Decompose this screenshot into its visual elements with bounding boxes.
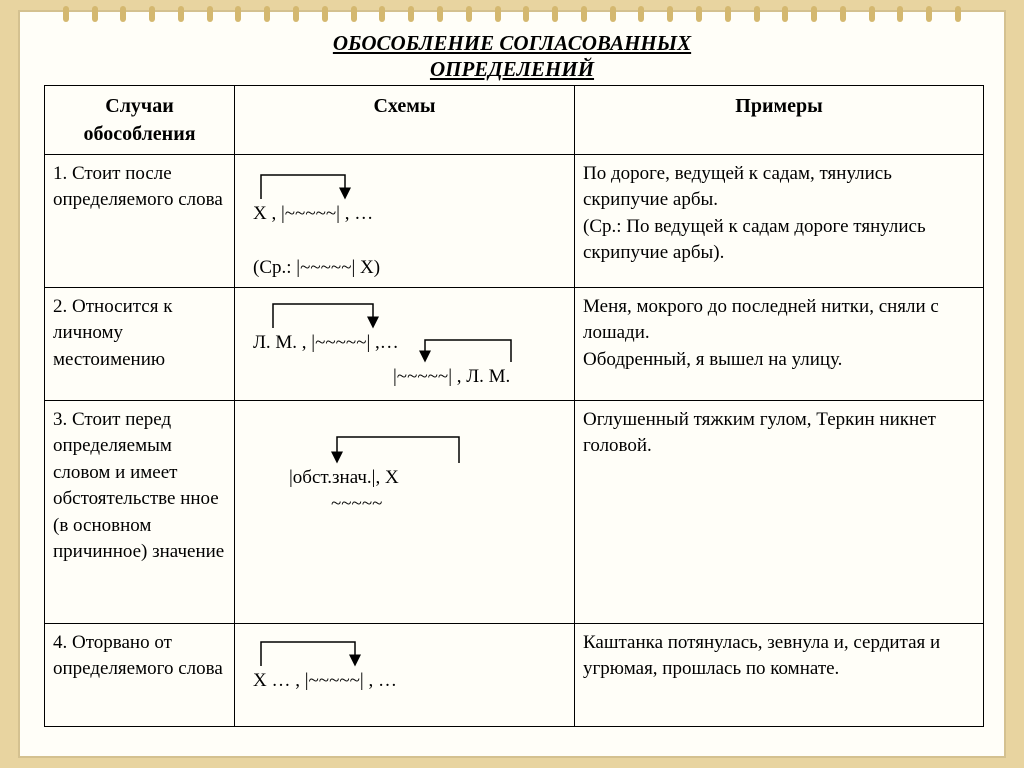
schema-text: X , |~~~~~| , … bbox=[253, 201, 373, 228]
case-cell: 2. Относится к личному местоимению bbox=[45, 287, 235, 400]
example-cell: Оглушенный тяжким гулом, Теркин никнет г… bbox=[575, 400, 984, 623]
header-examples: Примеры bbox=[575, 85, 984, 154]
case-cell: 1. Стоит после определяемого слова bbox=[45, 154, 235, 287]
example-cell: По дороге, ведущей к садам, тянулись скр… bbox=[575, 154, 984, 287]
schema-cell: Л. М. , |~~~~~| ,… |~~~~~| , Л. М. bbox=[235, 287, 575, 400]
main-table: Случаи обособления Схемы Примеры 1. Стои… bbox=[44, 85, 984, 727]
schema-cell: X … , |~~~~~| , … bbox=[235, 623, 575, 726]
header-schemas: Схемы bbox=[235, 85, 575, 154]
table-row: 3. Стоит перед определяемым словом и име… bbox=[45, 400, 984, 623]
table-row: 2. Относится к личному местоимению Л. М.… bbox=[45, 287, 984, 400]
title-line2: ОПРЕДЕЛЕНИЙ bbox=[430, 57, 594, 81]
case-cell: 4. Оторвано от определяемого слова bbox=[45, 623, 235, 726]
schema-text: |обст.знач.|, X bbox=[289, 465, 399, 492]
schema-text: X … , |~~~~~| , … bbox=[253, 668, 397, 695]
schema-cell: X , |~~~~~| , … (Ср.: |~~~~~| X) bbox=[235, 154, 575, 287]
header-cases: Случаи обособления bbox=[45, 85, 235, 154]
content-frame: ОБОСОБЛЕНИЕ СОГЛАСОВАННЫХ ОПРЕДЕЛЕНИЙ Сл… bbox=[18, 10, 1006, 758]
example-cell: Каштанка потянулась, зевнула и, сердитая… bbox=[575, 623, 984, 726]
schema-text: |~~~~~| , Л. М. bbox=[393, 364, 510, 391]
schema-arrows-3 bbox=[243, 407, 563, 617]
case-cell: 3. Стоит перед определяемым словом и име… bbox=[45, 400, 235, 623]
spiral-binding bbox=[20, 6, 1004, 26]
schema-text: Л. М. , |~~~~~| ,… bbox=[253, 330, 399, 357]
example-cell: Меня, мокрого до последней нитки, сняли … bbox=[575, 287, 984, 400]
header-cases-l2: обособления bbox=[83, 123, 195, 145]
header-cases-l1: Случаи bbox=[105, 95, 173, 117]
schema-text: ~~~~~ bbox=[331, 491, 382, 518]
table-row: 1. Стоит после определяемого слова X , |… bbox=[45, 154, 984, 287]
table-row: 4. Оторвано от определяемого слова X … ,… bbox=[45, 623, 984, 726]
title-line1: ОБОСОБЛЕНИЕ СОГЛАСОВАННЫХ bbox=[333, 31, 691, 55]
schema-cell: |обст.знач.|, X ~~~~~ bbox=[235, 400, 575, 623]
schema-text: (Ср.: |~~~~~| X) bbox=[253, 255, 380, 282]
